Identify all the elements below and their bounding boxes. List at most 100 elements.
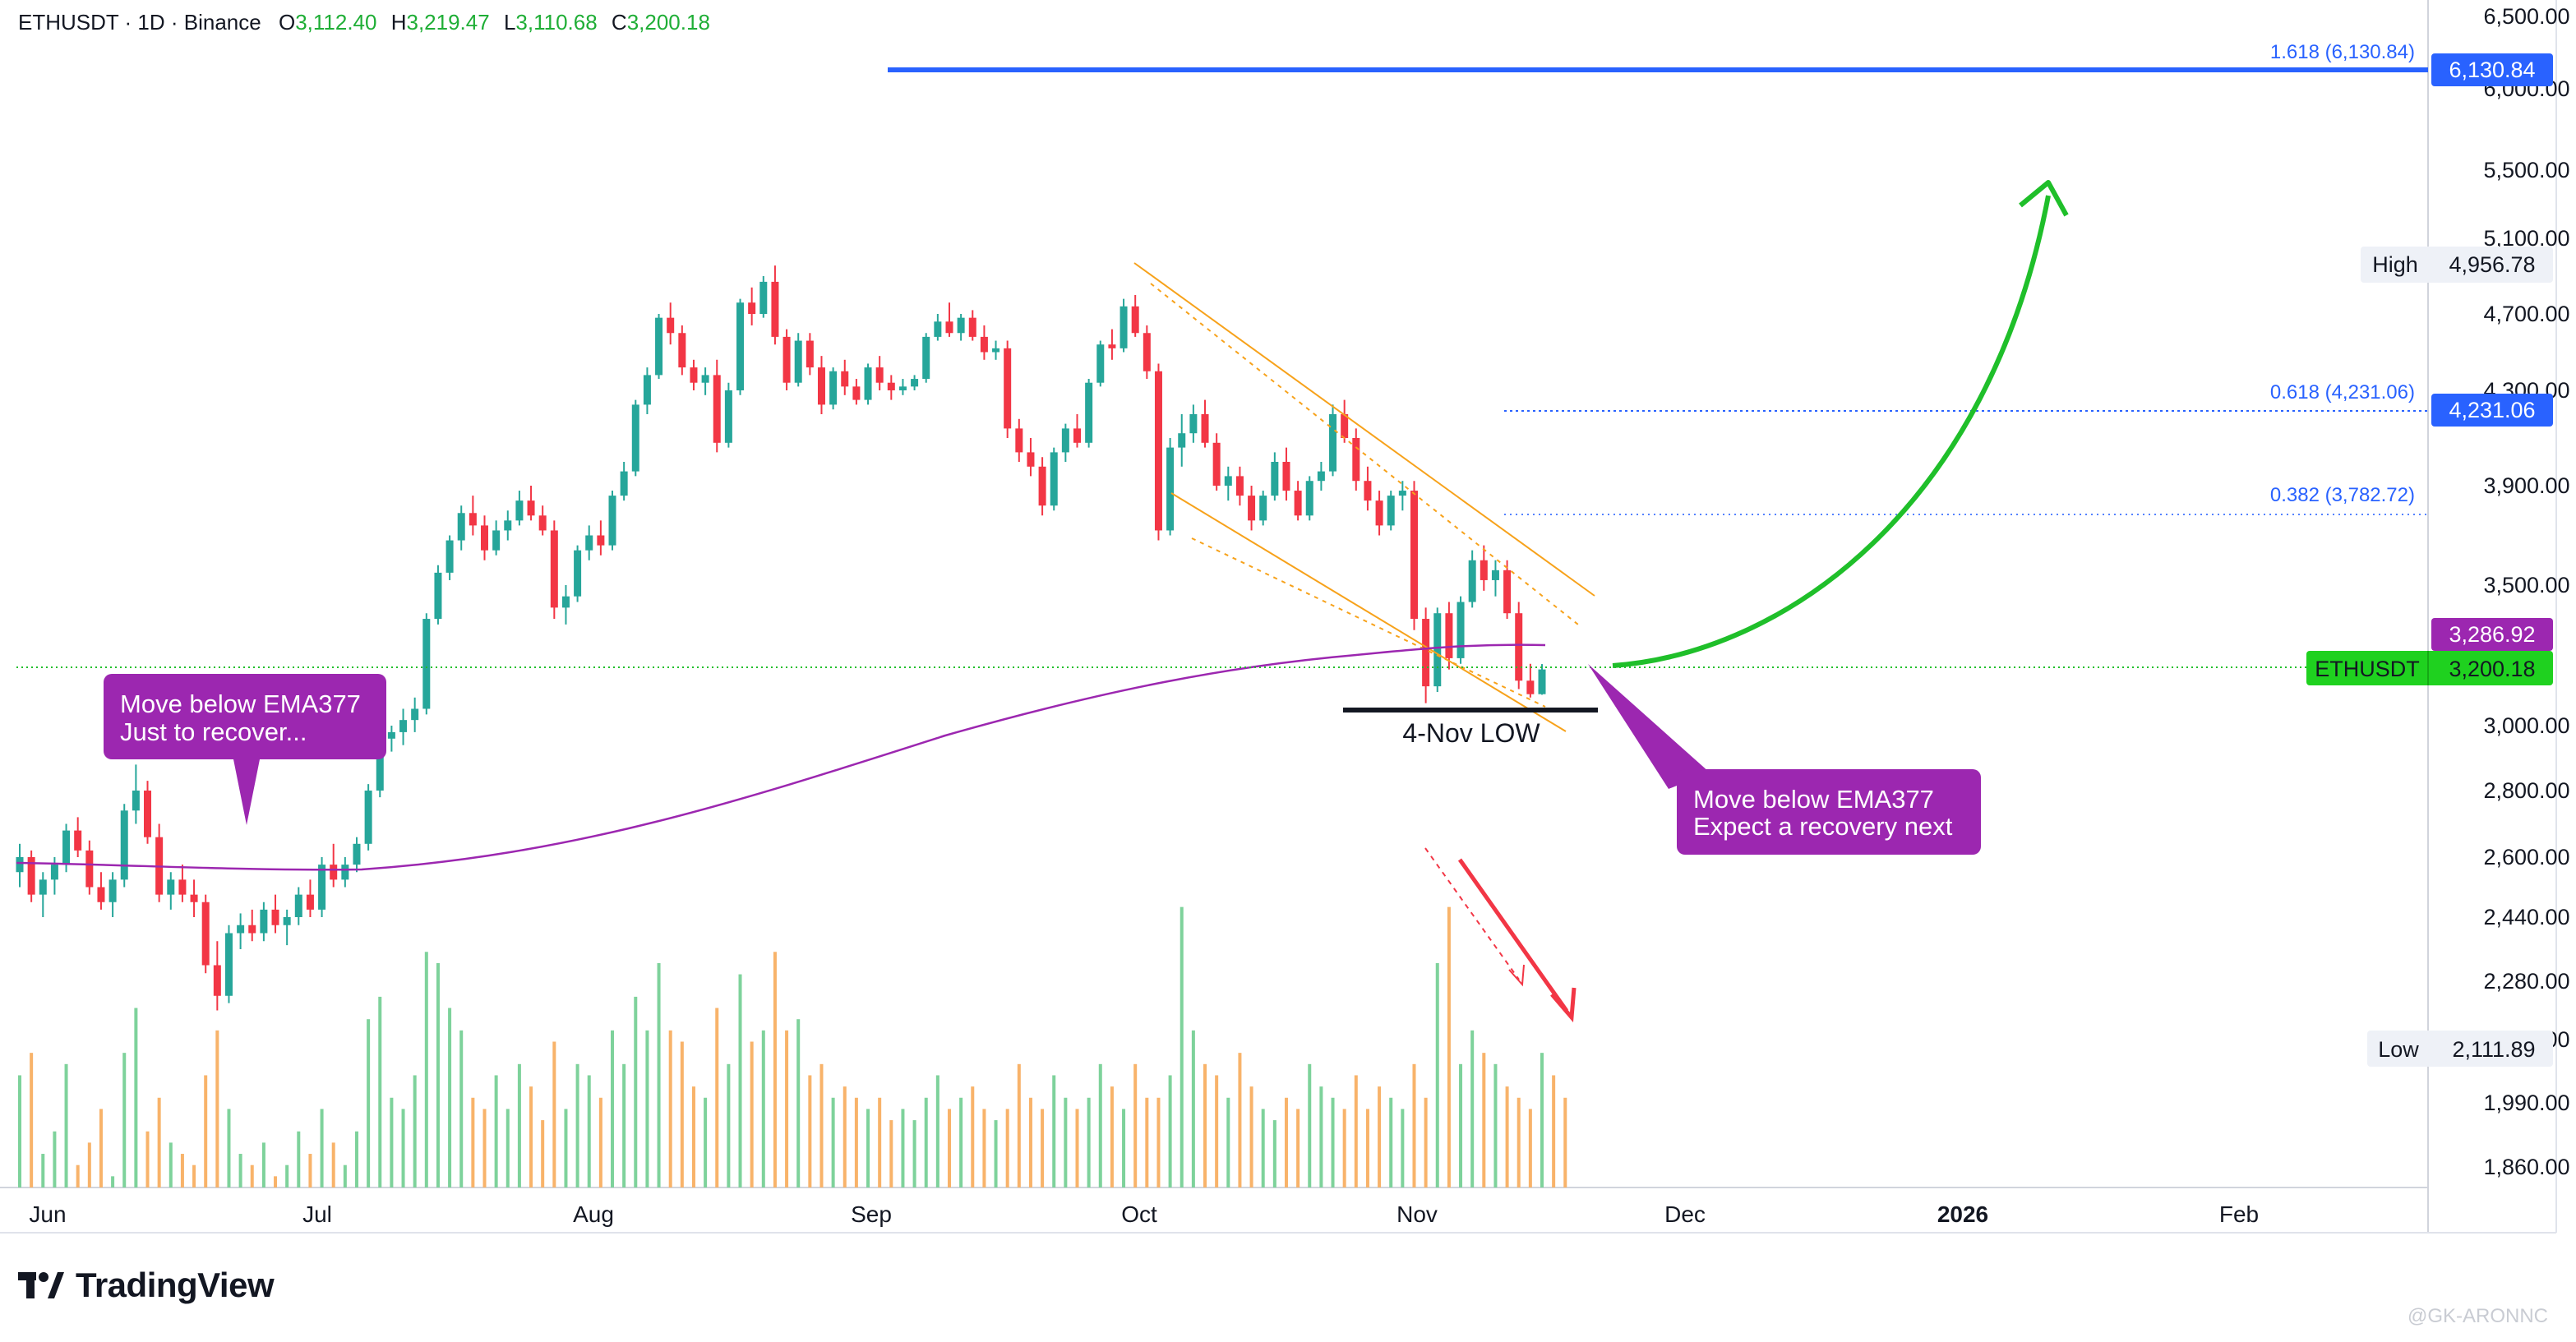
candle[interactable]: [1341, 399, 1349, 443]
candle[interactable]: [829, 367, 838, 410]
candle[interactable]: [1282, 447, 1290, 501]
candle[interactable]: [550, 520, 558, 620]
candle[interactable]: [318, 857, 326, 917]
candle[interactable]: [469, 496, 477, 536]
candle[interactable]: [643, 367, 651, 414]
candle[interactable]: [271, 894, 279, 934]
candle[interactable]: [1178, 414, 1186, 467]
candle[interactable]: [85, 840, 94, 895]
candle[interactable]: [852, 379, 861, 405]
candle[interactable]: [515, 491, 524, 526]
tradingview-brand[interactable]: TradingView: [18, 1266, 275, 1305]
candle[interactable]: [283, 909, 291, 946]
candle[interactable]: [434, 565, 442, 625]
candle[interactable]: [887, 375, 895, 400]
candle[interactable]: [248, 909, 256, 942]
candle[interactable]: [957, 314, 965, 341]
candle[interactable]: [992, 340, 1000, 360]
candle[interactable]: [1108, 329, 1116, 360]
candle[interactable]: [713, 359, 721, 453]
candle[interactable]: [1224, 466, 1232, 501]
candle[interactable]: [748, 287, 756, 325]
candle[interactable]: [190, 879, 198, 917]
candle[interactable]: [341, 857, 349, 888]
candle[interactable]: [1166, 438, 1175, 536]
candle[interactable]: [1119, 298, 1128, 353]
candle[interactable]: [538, 505, 547, 536]
candle[interactable]: [132, 764, 140, 824]
candle[interactable]: [330, 843, 338, 888]
candle[interactable]: [1061, 423, 1069, 462]
candle[interactable]: [771, 265, 779, 345]
candle[interactable]: [237, 913, 245, 949]
candle[interactable]: [39, 872, 47, 917]
candle[interactable]: [1096, 340, 1105, 387]
candle[interactable]: [260, 902, 268, 942]
candle[interactable]: [724, 382, 732, 448]
candle[interactable]: [1294, 481, 1302, 521]
candle[interactable]: [167, 872, 175, 910]
candle[interactable]: [387, 726, 395, 752]
candle[interactable]: [806, 333, 814, 376]
candle[interactable]: [980, 325, 988, 360]
candle[interactable]: [1329, 404, 1337, 477]
candle[interactable]: [16, 843, 24, 888]
candle[interactable]: [631, 399, 639, 477]
candle[interactable]: [74, 817, 82, 857]
candle[interactable]: [1445, 602, 1453, 670]
candle[interactable]: [945, 302, 953, 337]
time-axis[interactable]: Jun Jul Aug Sep Oct Nov Dec 2026 Feb: [29, 1201, 2259, 1227]
candle[interactable]: [898, 379, 907, 395]
candle[interactable]: [527, 486, 535, 521]
candle[interactable]: [620, 462, 628, 501]
candle[interactable]: [794, 333, 802, 387]
candle[interactable]: [1271, 452, 1279, 501]
candle[interactable]: [1050, 447, 1058, 511]
candle[interactable]: [1375, 491, 1383, 536]
candle[interactable]: [353, 837, 361, 873]
candle[interactable]: [97, 872, 105, 910]
candle[interactable]: [201, 894, 210, 974]
candle[interactable]: [561, 585, 570, 625]
candle[interactable]: [1073, 414, 1082, 448]
candle[interactable]: [1154, 363, 1162, 541]
candle[interactable]: [457, 505, 465, 551]
candle[interactable]: [1131, 295, 1139, 337]
candle[interactable]: [1398, 481, 1406, 511]
candle[interactable]: [782, 329, 791, 390]
candle[interactable]: [701, 367, 709, 395]
candle[interactable]: [911, 375, 919, 390]
candle[interactable]: [1526, 663, 1535, 698]
candle[interactable]: [864, 363, 872, 405]
candle[interactable]: [608, 491, 616, 551]
candle[interactable]: [492, 520, 501, 556]
candle[interactable]: [1027, 438, 1035, 477]
candle[interactable]: [817, 356, 825, 414]
candle[interactable]: [597, 520, 605, 556]
candle[interactable]: [667, 302, 675, 345]
candle[interactable]: [306, 879, 314, 917]
candle[interactable]: [1038, 457, 1046, 516]
candle[interactable]: [364, 784, 372, 851]
candle[interactable]: [1317, 462, 1325, 491]
candle[interactable]: [655, 314, 663, 380]
candle[interactable]: [875, 356, 884, 390]
candle[interactable]: [1422, 607, 1430, 703]
candle[interactable]: [480, 515, 488, 560]
candle[interactable]: [1503, 560, 1512, 620]
candle[interactable]: [574, 545, 582, 602]
candle[interactable]: [1433, 607, 1442, 692]
candle[interactable]: [1004, 340, 1012, 438]
candle[interactable]: [1189, 404, 1198, 443]
candle[interactable]: [213, 941, 221, 1011]
candle[interactable]: [585, 525, 593, 560]
candle[interactable]: [922, 333, 930, 383]
candle[interactable]: [1387, 491, 1395, 531]
candle[interactable]: [1410, 481, 1418, 630]
candle[interactable]: [1305, 476, 1313, 521]
candle[interactable]: [1201, 399, 1209, 448]
candle[interactable]: [1480, 545, 1488, 591]
candle[interactable]: [1352, 428, 1360, 491]
candle[interactable]: [1143, 325, 1151, 380]
